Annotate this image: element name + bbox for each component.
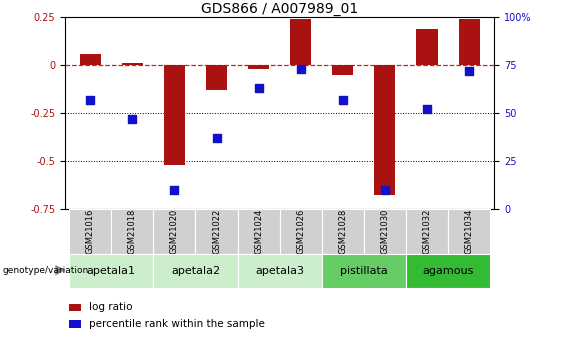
Bar [280,209,322,254]
Text: GSM21020: GSM21020 [170,208,179,254]
Point [380,187,389,192]
Bar [122,63,143,65]
Text: apetala2: apetala2 [171,266,220,276]
Point [170,187,179,192]
Point [423,106,432,112]
Bar [248,65,269,69]
Bar [406,209,448,254]
Bar [69,254,153,288]
Bar [364,209,406,254]
Text: percentile rank within the sample: percentile rank within the sample [89,318,264,328]
Bar [69,209,111,254]
Point [296,66,305,72]
Text: GSM21018: GSM21018 [128,208,137,254]
Point [338,97,347,102]
Bar [290,19,311,65]
Bar [416,29,437,65]
Bar [153,209,195,254]
Bar [206,65,227,90]
Bar [111,209,153,254]
Point [212,135,221,141]
Bar [69,304,81,311]
Bar [322,254,406,288]
Bar [80,53,101,65]
Text: genotype/variation: genotype/variation [3,266,89,275]
Text: GSM21024: GSM21024 [254,208,263,254]
Text: pistillata: pistillata [340,266,388,276]
Text: apetala3: apetala3 [255,266,304,276]
Text: agamous: agamous [423,266,474,276]
Bar [448,209,490,254]
Point [86,97,95,102]
Point [128,116,137,121]
Title: GDS866 / A007989_01: GDS866 / A007989_01 [201,2,358,16]
Text: GSM21028: GSM21028 [338,208,347,254]
Text: GSM21026: GSM21026 [296,208,305,254]
Bar [164,65,185,165]
Bar [375,65,396,195]
Text: GSM21030: GSM21030 [380,208,389,254]
Text: log ratio: log ratio [89,302,132,312]
Text: GSM21034: GSM21034 [464,208,473,254]
Bar [322,209,364,254]
Bar [69,321,81,327]
Bar [237,209,280,254]
Bar [153,254,237,288]
Bar [195,209,237,254]
Bar [459,19,480,65]
Bar [237,254,322,288]
Bar [332,65,353,75]
Text: GSM21022: GSM21022 [212,208,221,254]
Text: GSM21016: GSM21016 [86,208,95,254]
Point [254,85,263,91]
Text: apetala1: apetala1 [87,266,136,276]
Text: GSM21032: GSM21032 [423,208,432,254]
Point [464,68,473,73]
Polygon shape [55,265,66,275]
Bar [406,254,490,288]
